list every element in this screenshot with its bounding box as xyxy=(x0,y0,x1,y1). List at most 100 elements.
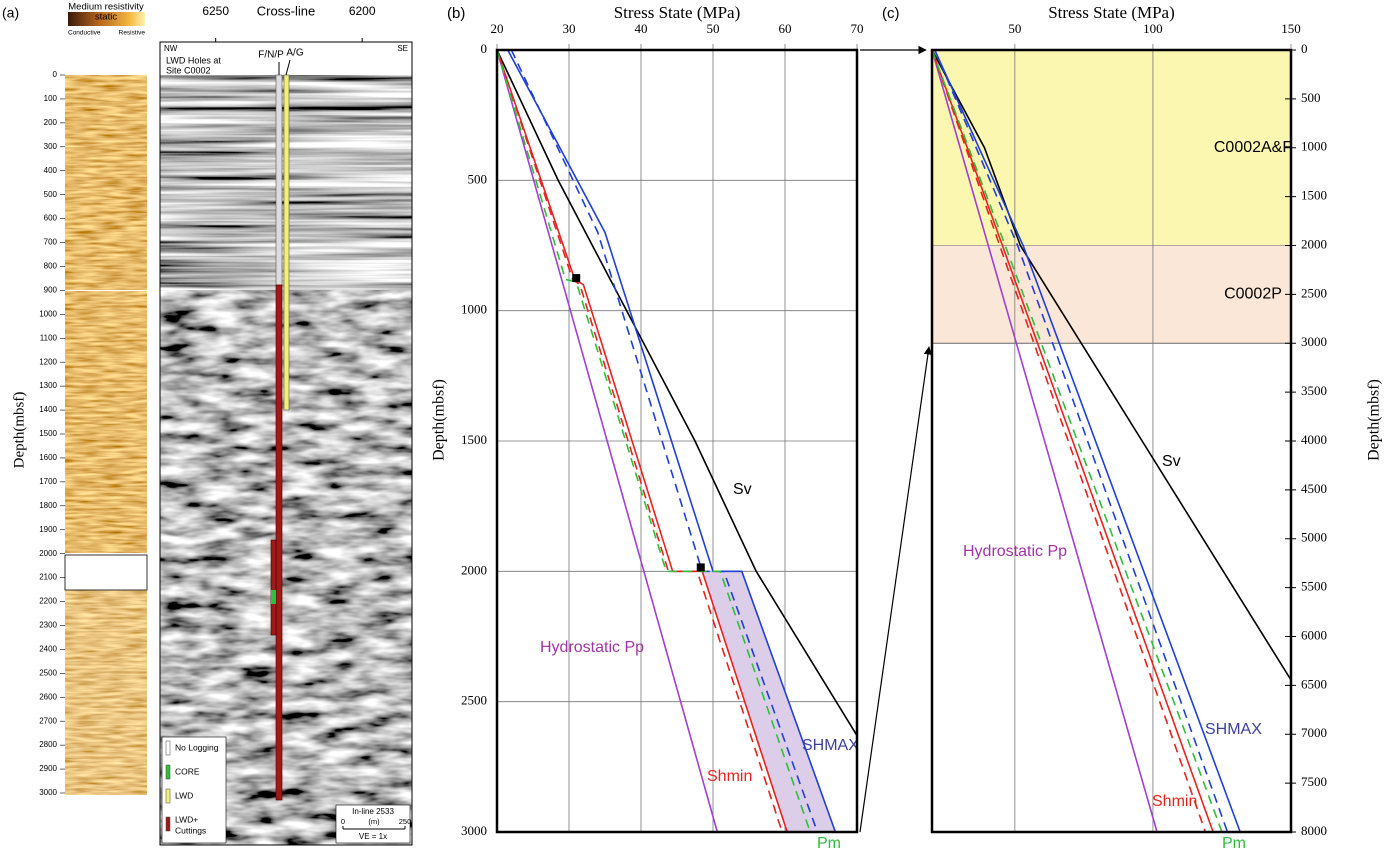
depth-tick-label: 2200 xyxy=(39,597,57,606)
depth-tick-label: 0 xyxy=(53,70,58,79)
y-tick-label: 2500 xyxy=(1301,285,1327,300)
depth-tick-label: 700 xyxy=(44,238,58,247)
gap xyxy=(64,554,148,591)
legend-label: CORE xyxy=(175,766,200,776)
y-tick-label: 5000 xyxy=(1301,530,1327,545)
ve-label: VE = 1x xyxy=(359,832,387,841)
stress-line xyxy=(496,49,783,833)
stress-line xyxy=(931,49,1214,833)
colorbar-end: Conductive xyxy=(68,30,101,37)
depth-tick-label: 1300 xyxy=(39,381,57,390)
legend-swatch xyxy=(165,788,171,804)
series-label: SHMAX xyxy=(802,737,859,754)
band-label: C0002A&F xyxy=(1214,139,1292,156)
y-tick-label: 500 xyxy=(468,171,488,186)
holes-title: Site C0002 xyxy=(166,65,211,75)
x-tick-label: 50 xyxy=(707,21,720,36)
depth-tick-label: 1400 xyxy=(39,405,57,414)
series-label: Shmin xyxy=(1152,793,1197,810)
scale-box xyxy=(335,804,411,844)
depth-tick-label: 2800 xyxy=(39,740,57,749)
series-label: Pm xyxy=(1222,835,1246,851)
depth-tick-label: 1900 xyxy=(39,525,57,534)
depth-tick-label: 200 xyxy=(44,118,58,127)
series-label: Hydrostatic Pp xyxy=(963,543,1067,560)
y-tick-label: 0 xyxy=(1301,41,1308,56)
depth-tick-label: 2000 xyxy=(39,549,57,558)
point-marker xyxy=(696,563,705,572)
depth-tick-label: 2600 xyxy=(39,692,57,701)
seismic-frame xyxy=(159,41,413,846)
series-label: Pm xyxy=(817,835,841,851)
header-strip xyxy=(160,42,412,75)
x-tick-label: 150 xyxy=(1281,21,1301,36)
hole-pointer xyxy=(285,59,291,76)
y-tick-label: 3000 xyxy=(461,823,487,838)
legend-label: Cuttings xyxy=(175,825,206,835)
y-tick-label: 500 xyxy=(1301,90,1321,105)
resistivity-image xyxy=(65,75,147,290)
x-tick-label: 50 xyxy=(1008,21,1021,36)
chart-title: Stress State (MPa) xyxy=(614,3,741,22)
y-tick-label: 6000 xyxy=(1301,627,1327,642)
hole-lwd xyxy=(283,74,290,411)
scale-unit: (m) xyxy=(368,817,380,826)
hole-core xyxy=(271,590,276,604)
y-axis-title: Depth(mbsf) xyxy=(1366,379,1383,461)
panel-a xyxy=(64,12,413,846)
legend-box xyxy=(161,736,227,844)
legend-swatch xyxy=(165,816,171,832)
resistivity-image xyxy=(65,291,147,553)
point-marker xyxy=(572,274,581,283)
depth-tick-label: 2900 xyxy=(39,764,57,773)
x-tick-label: 70 xyxy=(851,21,864,36)
depth-tick-label: 500 xyxy=(44,190,58,199)
depth-tick-label: 2400 xyxy=(39,645,57,654)
inline-label: In-line 2533 xyxy=(352,807,394,816)
depth-tick-label: 1500 xyxy=(39,429,57,438)
depth-tick-label: 1200 xyxy=(39,357,57,366)
x-tick-label: 30 xyxy=(563,21,576,36)
stress-line xyxy=(934,49,1241,833)
y-tick-label: 5500 xyxy=(1301,579,1327,594)
crossline-tick-label: 6250 xyxy=(202,4,229,18)
hole-label: A/G xyxy=(286,48,303,59)
depth-tick-label: 2500 xyxy=(39,668,57,677)
depth-tick-label: 2100 xyxy=(39,573,57,582)
legend-label: No Logging xyxy=(175,742,219,752)
colorbar-title: Medium resistivity xyxy=(68,2,144,13)
direction: SE xyxy=(397,44,408,53)
series-label: Sv xyxy=(733,481,752,498)
stress-line xyxy=(496,49,788,833)
y-tick-label: 7500 xyxy=(1301,774,1327,789)
y-tick-label: 8000 xyxy=(1301,823,1327,838)
series-label: SHMAX xyxy=(1205,721,1262,738)
stress-line xyxy=(496,49,858,736)
legend-swatch xyxy=(165,764,171,780)
y-tick-label: 1000 xyxy=(461,302,487,317)
depth-tick-label: 100 xyxy=(44,94,58,103)
series-label: Shmin xyxy=(707,768,752,785)
depth-tick-label: 400 xyxy=(44,166,58,175)
y-tick-label: 2500 xyxy=(461,693,487,708)
stress-line xyxy=(496,49,811,833)
stress-line xyxy=(931,49,1207,833)
panel-label: (c) xyxy=(882,5,900,22)
x-tick-label: 40 xyxy=(635,21,648,36)
band-label: C0002P xyxy=(1224,286,1282,303)
depth-band xyxy=(932,50,1291,246)
depth-tick-label: 2700 xyxy=(39,716,57,725)
chart-title: Stress State (MPa) xyxy=(1048,3,1175,22)
series-label: Hydrostatic Pp xyxy=(540,639,644,656)
y-tick-label: 2000 xyxy=(461,562,487,577)
legend-label: LWD xyxy=(175,790,193,800)
depth-tick-label: 3000 xyxy=(39,788,57,797)
depth-tick-label: 1800 xyxy=(39,501,57,510)
stress-line xyxy=(934,49,1229,833)
legend-label: LWD+ xyxy=(175,814,198,824)
y-tick-label: 4500 xyxy=(1301,481,1327,496)
series-label: Sv xyxy=(1162,453,1181,470)
crossline-title: Cross-line xyxy=(257,3,316,18)
depth-tick-label: 900 xyxy=(44,286,58,295)
depth-tick-label: 1100 xyxy=(40,333,58,342)
